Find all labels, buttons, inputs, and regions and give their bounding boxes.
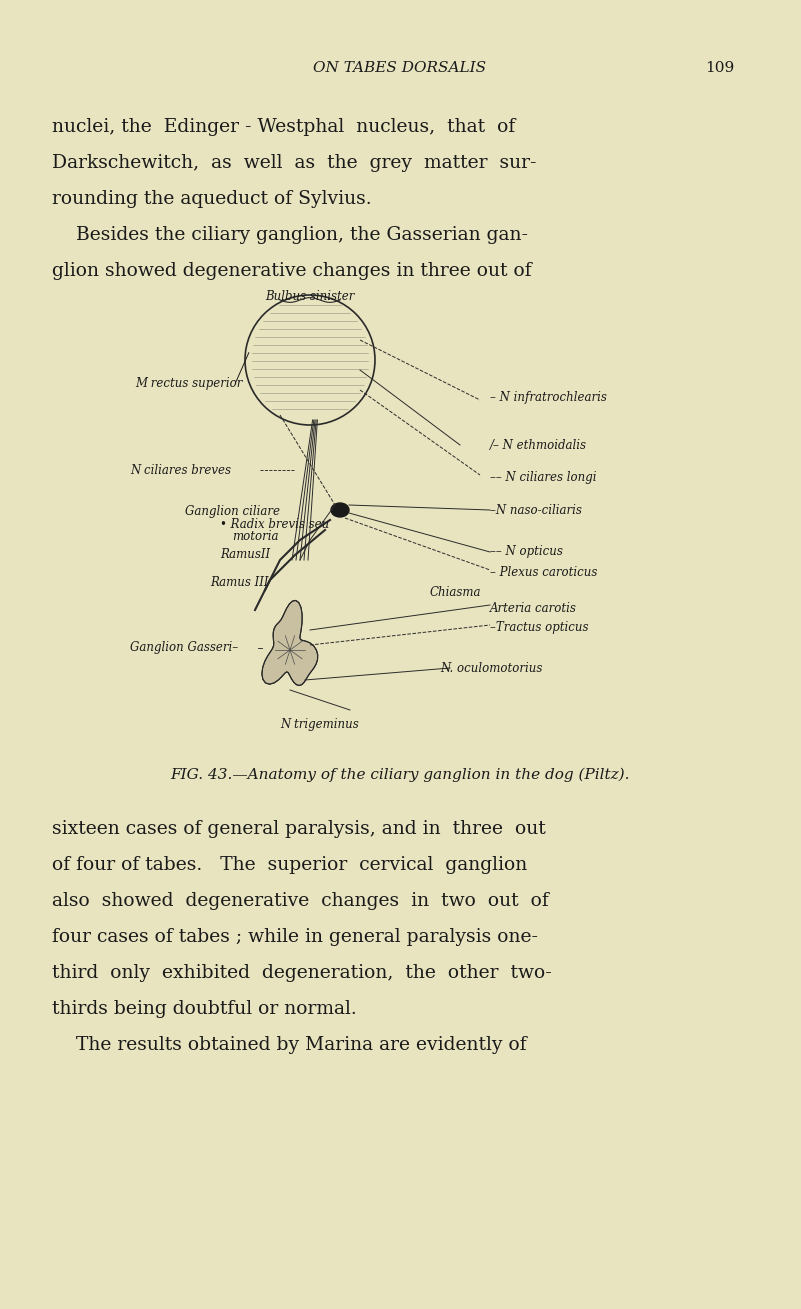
Ellipse shape	[331, 503, 349, 517]
Text: rounding the aqueduct of Sylvius.: rounding the aqueduct of Sylvius.	[52, 190, 372, 208]
Text: motoria: motoria	[232, 530, 279, 542]
Text: FIG. 43.—Anatomy of the ciliary ganglion in the dog (Piltz).: FIG. 43.—Anatomy of the ciliary ganglion…	[171, 768, 630, 783]
Text: thirds being doubtful or normal.: thirds being doubtful or normal.	[52, 1000, 356, 1018]
Text: sixteen cases of general paralysis, and in  three  out: sixteen cases of general paralysis, and …	[52, 819, 545, 838]
Text: /– N ethmoidalis: /– N ethmoidalis	[490, 439, 587, 452]
Text: Arteria carotis: Arteria carotis	[490, 602, 577, 614]
Text: –– N opticus: –– N opticus	[490, 546, 563, 559]
Text: M rectus superior: M rectus superior	[135, 377, 243, 390]
Text: ON TABES DORSALIS: ON TABES DORSALIS	[313, 62, 486, 75]
Text: Chiasma: Chiasma	[430, 586, 481, 600]
Text: also  showed  degenerative  changes  in  two  out  of: also showed degenerative changes in two …	[52, 891, 549, 910]
Text: Ramus III: Ramus III	[210, 576, 268, 589]
Text: Ganglion Gasseri–: Ganglion Gasseri–	[130, 641, 238, 654]
Text: third  only  exhibited  degeneration,  the  other  two-: third only exhibited degeneration, the o…	[52, 963, 552, 982]
Text: RamusII: RamusII	[220, 548, 270, 562]
Text: The results obtained by Marina are evidently of: The results obtained by Marina are evide…	[52, 1035, 526, 1054]
Text: N trigeminus: N trigeminus	[280, 719, 360, 730]
Text: –Tractus opticus: –Tractus opticus	[490, 622, 589, 635]
Text: glion showed degenerative changes in three out of: glion showed degenerative changes in thr…	[52, 262, 532, 280]
Text: – Plexus caroticus: – Plexus caroticus	[490, 565, 598, 579]
Text: of four of tabes.   The  superior  cervical  ganglion: of four of tabes. The superior cervical …	[52, 856, 527, 874]
Text: –– N ciliares longi: –– N ciliares longi	[490, 471, 597, 484]
Text: nuclei, the  Edinger - Westphal  nucleus,  that  of: nuclei, the Edinger - Westphal nucleus, …	[52, 118, 515, 136]
Text: four cases of tabes ; while in general paralysis one-: four cases of tabes ; while in general p…	[52, 928, 538, 946]
Text: 109: 109	[706, 62, 735, 75]
Text: –N naso-ciliaris: –N naso-ciliaris	[490, 504, 582, 517]
Text: Bulbus sinister: Bulbus sinister	[265, 291, 355, 302]
Text: • Radix brevis seu: • Radix brevis seu	[220, 517, 329, 530]
Text: – N infratrochlearis: – N infratrochlearis	[490, 391, 607, 404]
Text: N ciliares breves: N ciliares breves	[130, 463, 231, 476]
Text: Ganglion ciliare: Ganglion ciliare	[185, 505, 280, 518]
Text: N. oculomotorius: N. oculomotorius	[440, 661, 542, 674]
Polygon shape	[262, 601, 318, 686]
Text: Besides the ciliary ganglion, the Gasserian gan-: Besides the ciliary ganglion, the Gasser…	[52, 226, 528, 243]
Text: Darkschewitch,  as  well  as  the  grey  matter  sur-: Darkschewitch, as well as the grey matte…	[52, 154, 537, 171]
